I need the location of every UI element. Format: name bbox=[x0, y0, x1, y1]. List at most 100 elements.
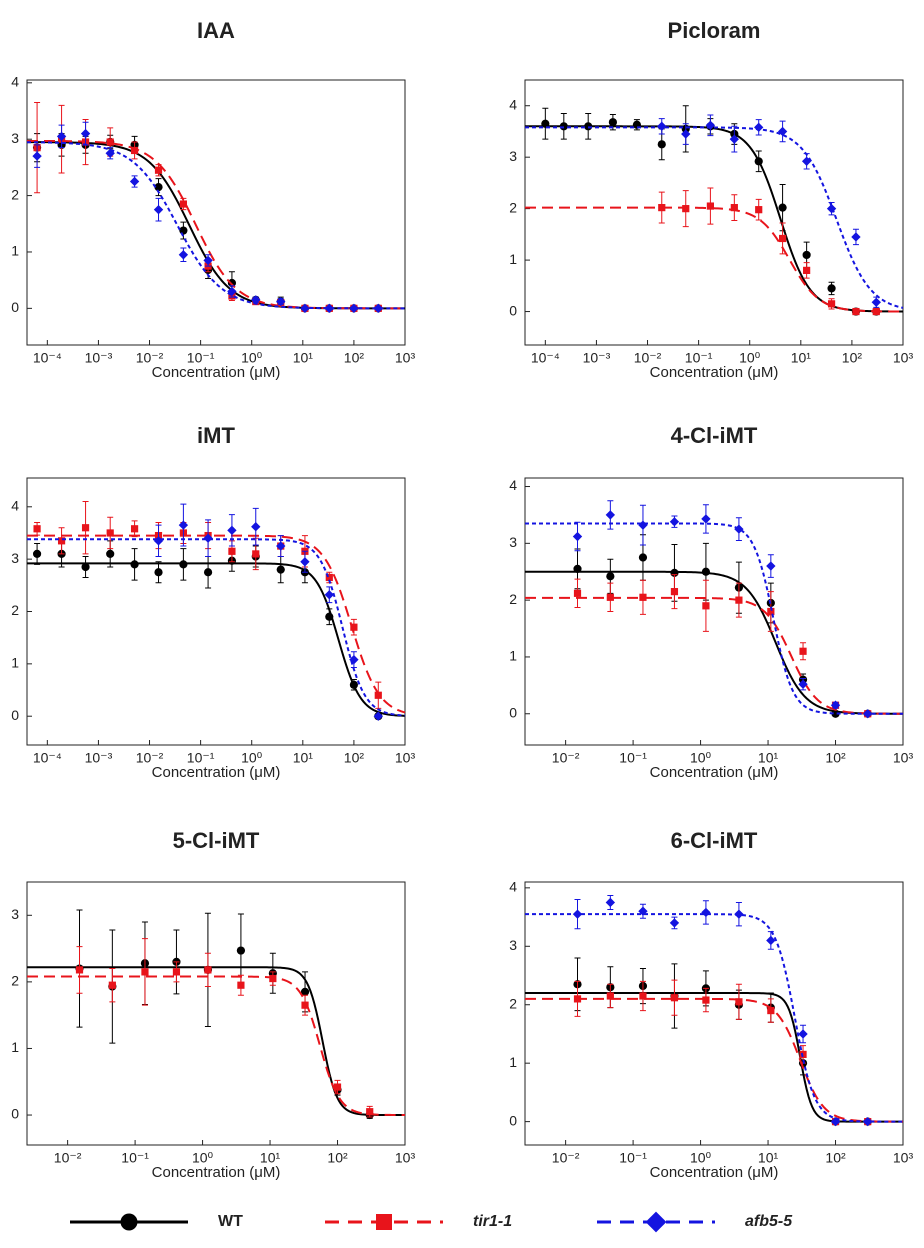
marker bbox=[376, 1214, 392, 1230]
marker bbox=[252, 550, 260, 558]
marker bbox=[706, 202, 714, 210]
x-tick-label: 10¹ bbox=[758, 1150, 779, 1166]
series bbox=[525, 114, 904, 309]
y-tick-label: 3 bbox=[509, 534, 517, 550]
series bbox=[27, 938, 405, 1118]
x-tick-label: 10¹ bbox=[758, 750, 779, 766]
series bbox=[26, 133, 405, 313]
y-tick-label: 4 bbox=[11, 74, 19, 90]
series bbox=[525, 894, 903, 1127]
marker bbox=[276, 565, 285, 574]
fit-curve bbox=[26, 141, 406, 310]
panel: 6-Cl-iMT 0 1 2 3 4 10⁻² 10⁻¹ 10⁰ 10¹ 10² 10³ Concent… bbox=[509, 828, 913, 1181]
marker bbox=[541, 119, 550, 128]
marker bbox=[701, 567, 711, 576]
x-tick-label: 10⁰ bbox=[192, 1150, 214, 1166]
marker bbox=[669, 918, 680, 928]
x-axis-label: Concentration (μM) bbox=[152, 1164, 281, 1181]
marker bbox=[154, 568, 163, 577]
marker bbox=[778, 203, 787, 212]
marker bbox=[606, 992, 614, 1000]
x-tick-label: 10⁰ bbox=[739, 350, 761, 366]
marker bbox=[657, 121, 667, 131]
x-tick-label: 10⁻³ bbox=[85, 750, 113, 766]
marker bbox=[179, 226, 188, 235]
marker bbox=[573, 995, 582, 1003]
fit-curve bbox=[27, 975, 405, 1117]
panel-title: Picloram bbox=[668, 18, 761, 43]
fit-curve bbox=[27, 538, 406, 717]
y-tick-label: 4 bbox=[11, 497, 19, 513]
marker bbox=[605, 510, 616, 520]
fit-curve bbox=[26, 141, 405, 310]
series bbox=[26, 121, 406, 314]
marker bbox=[831, 709, 840, 718]
marker bbox=[701, 514, 711, 524]
marker bbox=[872, 307, 880, 316]
x-tick-label: 10¹ bbox=[260, 1150, 281, 1166]
y-tick-label: 3 bbox=[11, 130, 19, 146]
marker bbox=[374, 691, 382, 699]
marker bbox=[130, 560, 139, 569]
x-tick-label: 10³ bbox=[395, 350, 416, 366]
series bbox=[27, 503, 406, 721]
marker bbox=[766, 935, 776, 946]
marker bbox=[373, 711, 383, 721]
marker bbox=[251, 295, 261, 305]
marker bbox=[154, 183, 163, 192]
y-tick-label: 3 bbox=[11, 906, 19, 922]
y-tick-label: 4 bbox=[509, 879, 517, 895]
y-tick-label: 1 bbox=[11, 655, 19, 671]
marker bbox=[669, 517, 680, 527]
series bbox=[27, 501, 406, 714]
plot-frame bbox=[524, 79, 904, 346]
marker bbox=[178, 520, 189, 530]
plot-frame bbox=[26, 79, 406, 346]
marker bbox=[130, 146, 139, 155]
fit-curve bbox=[27, 562, 406, 717]
marker bbox=[830, 1116, 841, 1127]
x-tick-label: 10⁻³ bbox=[583, 350, 611, 366]
marker bbox=[863, 709, 873, 719]
series bbox=[525, 534, 903, 718]
marker bbox=[154, 166, 163, 174]
marker bbox=[276, 541, 286, 551]
marker bbox=[373, 303, 383, 314]
marker bbox=[75, 966, 84, 974]
fit-curve bbox=[525, 206, 904, 313]
y-tick-label: 1 bbox=[11, 243, 19, 259]
x-tick-label: 10³ bbox=[395, 1150, 416, 1166]
marker bbox=[767, 607, 775, 616]
marker bbox=[572, 531, 583, 542]
marker bbox=[645, 1211, 667, 1233]
x-tick-label: 10⁻⁴ bbox=[33, 750, 62, 766]
marker bbox=[108, 981, 116, 989]
series bbox=[525, 574, 903, 718]
marker bbox=[798, 679, 808, 689]
marker bbox=[767, 1006, 775, 1015]
marker bbox=[606, 572, 615, 581]
marker bbox=[584, 122, 593, 131]
marker bbox=[827, 300, 836, 308]
x-tick-label: 10⁰ bbox=[690, 1150, 712, 1166]
marker bbox=[106, 138, 114, 146]
x-tick-label: 10⁻¹ bbox=[619, 750, 647, 766]
marker bbox=[141, 968, 149, 976]
marker bbox=[799, 647, 807, 655]
panel-title: 4-Cl-iMT bbox=[671, 423, 758, 448]
marker bbox=[325, 573, 333, 582]
marker bbox=[33, 525, 41, 533]
marker bbox=[682, 205, 690, 213]
marker bbox=[366, 1108, 374, 1116]
marker bbox=[826, 203, 837, 214]
marker bbox=[863, 1116, 873, 1127]
marker bbox=[350, 623, 358, 631]
legend-label: afb5-5 bbox=[745, 1213, 793, 1230]
marker bbox=[179, 200, 187, 208]
plot-frame bbox=[26, 477, 406, 746]
panel-title: iMT bbox=[197, 423, 235, 448]
marker bbox=[300, 303, 310, 314]
marker bbox=[681, 129, 691, 139]
fit-curve bbox=[525, 125, 904, 313]
marker bbox=[639, 593, 647, 601]
